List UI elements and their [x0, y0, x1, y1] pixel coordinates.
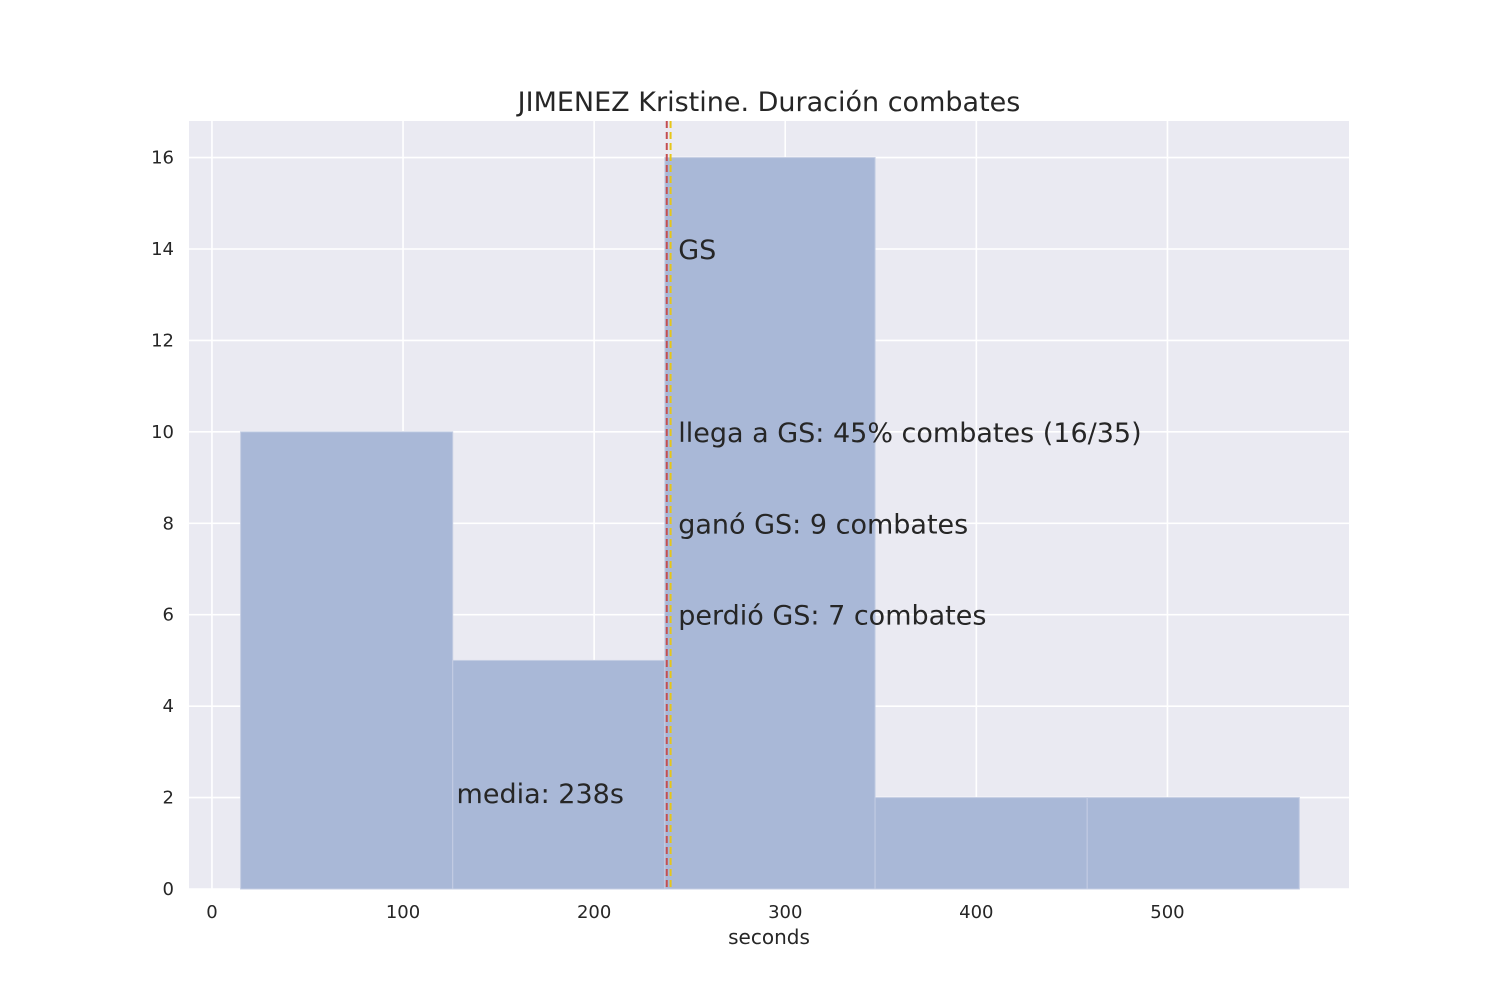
annotations: GS llega a GS: 45% combates (16/35) ganó G… [457, 235, 1142, 810]
x-tick-label: 400 [959, 902, 993, 923]
y-tick-label: 0 [163, 879, 174, 900]
histogram-bar [664, 157, 876, 890]
y-tick-label: 10 [151, 422, 174, 443]
y-tick-label: 14 [151, 239, 174, 260]
y-tick-label: 6 [163, 605, 174, 626]
x-axis-label: seconds [728, 925, 810, 949]
x-tick-label: 0 [206, 902, 217, 923]
chart-title: JIMENEZ Kristine. Duración combates [516, 87, 1021, 118]
y-tick-label: 2 [163, 788, 174, 809]
annotation-text: GS [678, 235, 716, 266]
annotation-text: media: 238s [457, 779, 624, 810]
histogram-bar [240, 431, 454, 890]
histogram-bar [874, 797, 1088, 890]
y-tick-label: 4 [163, 696, 174, 717]
y-tick-label: 16 [151, 148, 174, 169]
y-axis-ticks: 0 2 4 6 8 10 12 14 16 [151, 148, 174, 900]
y-tick-label: 8 [163, 513, 174, 534]
histogram-bars [240, 157, 1300, 890]
vertical-lines [665, 121, 672, 889]
x-tick-label: 200 [577, 902, 611, 923]
y-tick-label: 12 [151, 330, 174, 351]
annotation-text: perdió GS: 7 combates [678, 601, 986, 632]
histogram-bar [452, 659, 666, 890]
x-tick-label: 300 [768, 902, 802, 923]
annotation-text: llega a GS: 45% combates (16/35) [678, 418, 1141, 449]
x-tick-label: 100 [386, 902, 420, 923]
annotation-text: ganó GS: 9 combates [678, 509, 968, 540]
x-tick-label: 500 [1150, 902, 1184, 923]
x-axis-ticks: 0 100 200 300 400 500 [206, 902, 1184, 923]
histogram-bar [1086, 797, 1300, 890]
